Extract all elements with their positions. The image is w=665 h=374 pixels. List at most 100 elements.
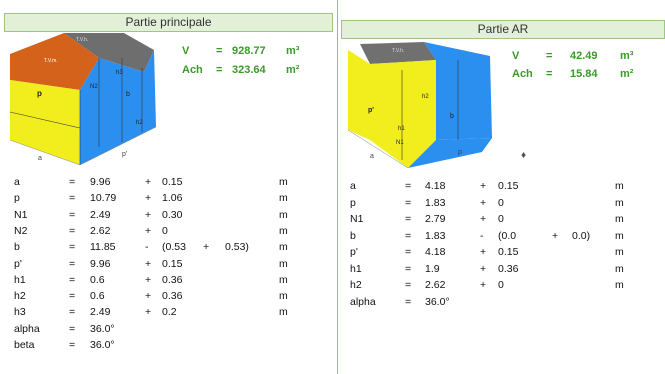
table-row: h1 = 0.6 +0.36 m (14, 274, 334, 290)
diagram-label-p: p (37, 89, 42, 98)
cell-eq: = (405, 246, 412, 258)
table-row: N2 = 2.62 +0 m (14, 225, 334, 241)
cell-name: alpha (350, 295, 376, 308)
main-dimensions-table: a = 9.96 +0.15 m p = 10.79 +1.06 m N1 = 2.49 +0.30 m N2… (14, 176, 334, 374)
cell-add: (0.0 (498, 229, 517, 242)
volume-unit: m³ (286, 45, 300, 57)
cell-op: + (145, 306, 152, 319)
cell-extra2: 0.0) (572, 229, 591, 242)
cell-op: - (145, 241, 149, 254)
cell-op: + (480, 196, 487, 209)
cell-eq: = (405, 229, 412, 242)
table-row: p' = 9.96 +0.15 m (14, 258, 334, 274)
cell-op: + (145, 273, 152, 286)
cell-op: + (145, 257, 152, 270)
cell-name: p (14, 192, 20, 205)
cell-add: 0.30 (162, 208, 183, 221)
cell-add: 1.06 (162, 192, 183, 205)
cell-name: h2 (350, 279, 362, 291)
cell-value: 1.83 (425, 229, 446, 242)
table-row: p = 10.79 +1.06 m (14, 192, 334, 208)
rear-dimensions-table: a = 4.18 +0.15 m p = 1.83 +0 m N1 = 2.79 +0 m b = 1.83 - (0… (350, 180, 662, 330)
cell-value: 11.85 (90, 241, 116, 254)
rear-ach-unit: m² (620, 68, 634, 80)
cell-name: p' (14, 257, 22, 270)
cell-value: 0.6 (90, 273, 105, 286)
diagram-label-roof: T.V.m. (44, 58, 58, 64)
cell-unit: m (279, 257, 288, 270)
table-row: N1 = 2.49 +0.30 m (14, 209, 334, 225)
cell-add: 0.15 (162, 176, 183, 188)
diagram-label-n2: N2 (90, 84, 98, 90)
table-row: h1 = 1.9 +0.36 m (350, 263, 662, 279)
cell-name: h2 (14, 290, 26, 303)
cell-name: b (350, 229, 356, 242)
table-row: b = 1.83 - (0.0 +0.0) m (350, 230, 662, 246)
rear-building-diagram: T.V.h. p' b h2 h1 N1 a p (347, 42, 492, 169)
cell-eq: = (405, 279, 412, 291)
cell-value: 1.83 (425, 196, 446, 209)
cell-value: 0.6 (90, 290, 105, 303)
cell-unit: m (615, 196, 624, 209)
cell-eq: = (69, 273, 76, 286)
cell-unit: m (279, 176, 288, 188)
cell-eq: = (405, 213, 412, 225)
cell-eq: = (69, 257, 76, 270)
ach-eq: = (216, 64, 223, 76)
cell-add: 0.15 (498, 180, 519, 192)
table-row: b = 11.85 - (0.53 +0.53) m (14, 241, 334, 257)
cell-name: p' (350, 246, 358, 258)
rear-volume-label: V (512, 50, 520, 62)
table-row: a = 4.18 +0.15 m (350, 180, 662, 196)
panel-divider (337, 0, 338, 374)
cell-add: 0 (162, 224, 168, 237)
cell-value: 2.62 (90, 224, 111, 237)
cell-unit: m (279, 306, 288, 319)
table-row: beta = 36.0° (14, 339, 334, 355)
volume-eq: = (216, 45, 223, 57)
cell-op: + (145, 290, 152, 303)
cell-extra2: 0.53) (225, 241, 249, 254)
table-row: p' = 4.18 +0.15 m (350, 246, 662, 262)
table-row: a = 9.96 +0.15 m (14, 176, 334, 192)
cell-add: 0.2 (162, 306, 177, 319)
cell-unit: m (615, 262, 624, 275)
cell-value: 9.96 (90, 176, 111, 188)
cell-op: + (480, 262, 487, 275)
rear-label-n1: N1 (396, 140, 404, 146)
ach-value: 323.64 (232, 64, 266, 76)
cell-unit: m (279, 241, 288, 254)
rear-label-p: p (458, 149, 462, 156)
diagram-label-h3: h3 (116, 70, 123, 76)
cell-op: + (145, 176, 152, 188)
rear-volume-readout: V = 42.49 m³ (512, 50, 662, 64)
cell-name: N2 (14, 224, 28, 237)
cell-op: + (480, 246, 487, 258)
cell-op: + (145, 208, 152, 221)
cell-value: 4.18 (425, 180, 446, 192)
diagram-label-pp: p' (122, 151, 127, 158)
diagram-label-b: b (126, 91, 130, 98)
cell-eq: = (69, 208, 76, 221)
cell-name: a (350, 180, 356, 192)
cell-add: 0 (498, 279, 504, 291)
cell-extra1: + (552, 229, 559, 242)
cell-extra1: + (203, 241, 210, 254)
cell-add: (0.53 (162, 241, 186, 254)
rear-label-top: T.V.h. (392, 48, 404, 54)
cell-eq: = (405, 295, 412, 308)
cell-eq: = (69, 339, 76, 351)
cell-name: beta (14, 339, 35, 351)
table-row: alpha = 36.0° (350, 296, 662, 312)
rear-ach-eq: = (546, 68, 553, 80)
table-row: h2 = 0.6 +0.36 m (14, 290, 334, 306)
cell-unit: m (615, 246, 624, 258)
cell-value: 2.49 (90, 208, 111, 221)
cell-value: 2.79 (425, 213, 446, 225)
left-panel-title: Partie principale (4, 13, 333, 32)
cell-add: 0 (498, 196, 504, 209)
rear-ach-value: 15.84 (570, 68, 598, 80)
cell-add: 0 (498, 213, 504, 225)
cell-eq: = (69, 290, 76, 303)
ach-readout: Ach = 323.64 m² (182, 64, 332, 78)
